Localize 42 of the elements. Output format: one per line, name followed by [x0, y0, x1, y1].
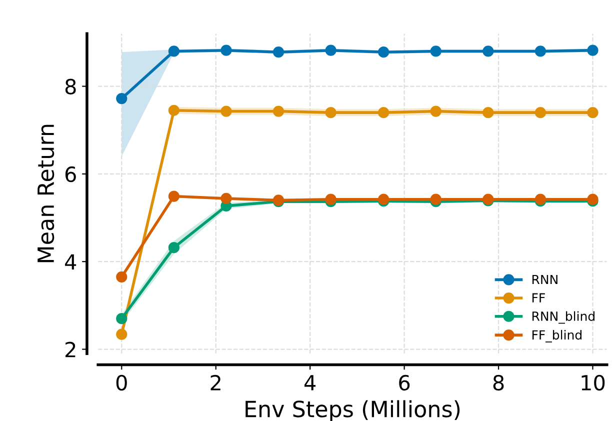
- point: [378, 107, 390, 118]
- y-tick-label: 8: [65, 78, 76, 94]
- x-tick-label: 2: [210, 374, 220, 390]
- point: [325, 107, 336, 118]
- point: [534, 107, 546, 118]
- y-tick-label: 4: [65, 254, 76, 270]
- point: [168, 190, 180, 202]
- point: [430, 46, 442, 57]
- legend-label: RNN_blind: [532, 311, 594, 324]
- legend-label: FF: [532, 293, 545, 302]
- point: [220, 44, 232, 56]
- legend-label: FF_blind: [532, 330, 582, 342]
- point: [325, 44, 336, 56]
- x-tick-label: 6: [399, 374, 410, 391]
- point: [272, 46, 284, 58]
- x-tick-label: 0: [116, 374, 127, 391]
- point: [116, 328, 128, 340]
- point: [168, 242, 180, 254]
- y-tick-label: 6: [65, 166, 76, 182]
- point: [220, 192, 232, 204]
- point: [534, 46, 546, 57]
- point: [482, 46, 494, 57]
- y-axis-title: Mean Return: [38, 124, 54, 262]
- point: [220, 106, 232, 117]
- point: [116, 92, 128, 104]
- point: [116, 271, 128, 282]
- point: [482, 107, 494, 118]
- x-tick-label: 10: [582, 374, 605, 391]
- x-tick-label: 8: [493, 374, 504, 391]
- point: [430, 106, 442, 117]
- point: [587, 44, 598, 56]
- x-tick-label: 4: [304, 375, 316, 390]
- point: [430, 194, 442, 205]
- point: [378, 46, 390, 58]
- point: [272, 106, 284, 117]
- point: [116, 313, 128, 324]
- legend-label: RNN: [532, 274, 558, 284]
- y-tick-label: 2: [66, 342, 76, 358]
- point: [168, 104, 180, 116]
- point: [168, 46, 180, 57]
- point: [587, 107, 598, 118]
- point: [325, 194, 336, 205]
